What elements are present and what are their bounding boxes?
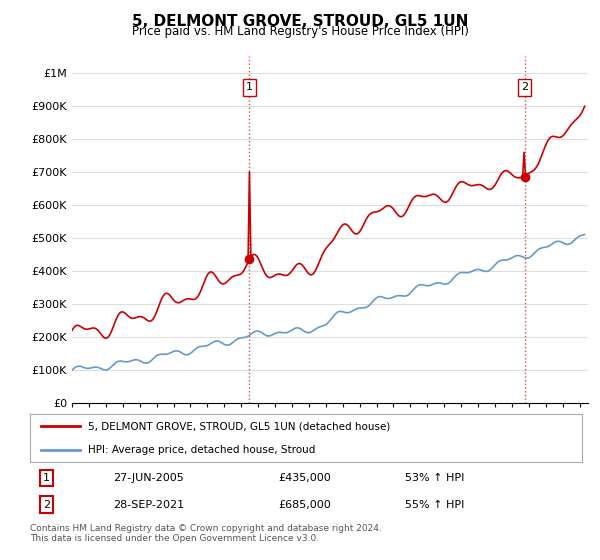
Text: 53% ↑ HPI: 53% ↑ HPI [406,473,465,483]
Text: 55% ↑ HPI: 55% ↑ HPI [406,500,465,510]
Text: 2: 2 [521,82,528,92]
Text: 1: 1 [246,82,253,92]
Text: 5, DELMONT GROVE, STROUD, GL5 1UN: 5, DELMONT GROVE, STROUD, GL5 1UN [132,14,468,29]
Text: Price paid vs. HM Land Registry's House Price Index (HPI): Price paid vs. HM Land Registry's House … [131,25,469,38]
Text: £685,000: £685,000 [278,500,331,510]
Text: Contains HM Land Registry data © Crown copyright and database right 2024.
This d: Contains HM Land Registry data © Crown c… [30,524,382,543]
Text: £435,000: £435,000 [278,473,331,483]
Text: 28-SEP-2021: 28-SEP-2021 [113,500,184,510]
Text: 1: 1 [43,473,50,483]
Text: 27-JUN-2005: 27-JUN-2005 [113,473,184,483]
Text: 5, DELMONT GROVE, STROUD, GL5 1UN (detached house): 5, DELMONT GROVE, STROUD, GL5 1UN (detac… [88,421,391,431]
Text: HPI: Average price, detached house, Stroud: HPI: Average price, detached house, Stro… [88,445,316,455]
Text: 2: 2 [43,500,50,510]
